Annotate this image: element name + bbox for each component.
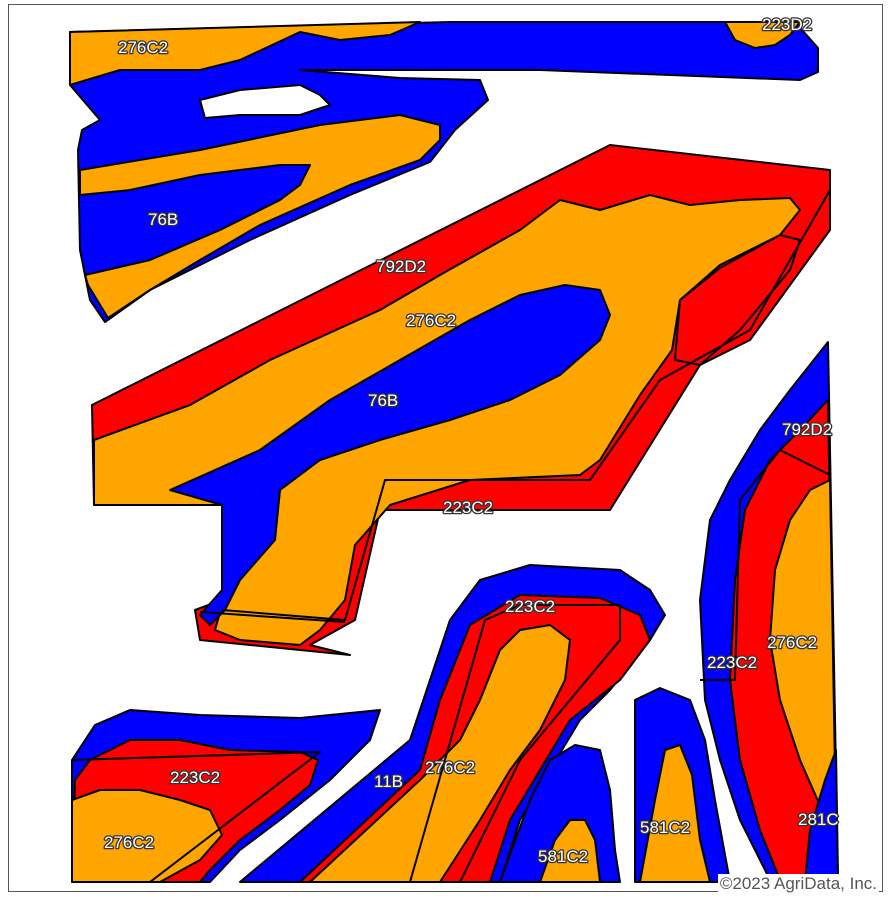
zone-orange-mid (79, 114, 441, 319)
zone-red-right (674, 234, 801, 366)
zone-orange (71, 789, 223, 883)
zone-white-hole (199, 84, 331, 119)
map-label: 276C2 (406, 311, 456, 330)
boundary-center (221, 189, 831, 621)
map-label: 223C2 (707, 653, 757, 672)
field-center (91, 144, 831, 656)
map-label: 581C2 (640, 818, 690, 837)
map-label: 76B (148, 210, 178, 229)
zone-orange (309, 624, 571, 883)
map-label: 276C2 (425, 758, 475, 777)
map-label: 223C2 (443, 498, 493, 517)
field-small-right (634, 687, 731, 883)
zone-orange-topright (724, 21, 801, 49)
zone-orange (539, 819, 601, 883)
field-mid-bottom (239, 564, 666, 883)
map-label: 223D2 (762, 15, 812, 34)
zone-blue (169, 284, 611, 626)
zone-blue-bottom (804, 749, 839, 881)
field-small-left (499, 744, 621, 883)
map-label: 223C2 (505, 597, 555, 616)
map-label: 581C2 (538, 847, 588, 866)
map-label: 276C2 (104, 833, 154, 852)
map-labels: 276C2 223D2 76B 792D2 276C2 76B 223C2 79… (103, 14, 840, 868)
boundary-center-2 (199, 611, 346, 623)
map-label: 11B (374, 772, 403, 791)
map-label: 792D2 (376, 257, 426, 276)
map-label: 276C2 (767, 633, 817, 652)
boundary-mid (409, 604, 621, 883)
boundary-lines (71, 189, 831, 883)
map-label: 76B (368, 391, 398, 410)
map-label: 223C2 (170, 768, 220, 787)
field-top (69, 21, 819, 323)
map-label: 281C (798, 810, 839, 829)
zone-orange (639, 744, 711, 883)
zone-orange-top (69, 21, 421, 86)
map-label: 276C2 (118, 38, 168, 57)
boundary-right (700, 449, 831, 681)
map-label: 792D2 (782, 420, 832, 439)
field-right (699, 341, 839, 881)
copyright-text: ©2023 AgriData, Inc. (717, 874, 879, 894)
boundary-bl (71, 751, 321, 883)
